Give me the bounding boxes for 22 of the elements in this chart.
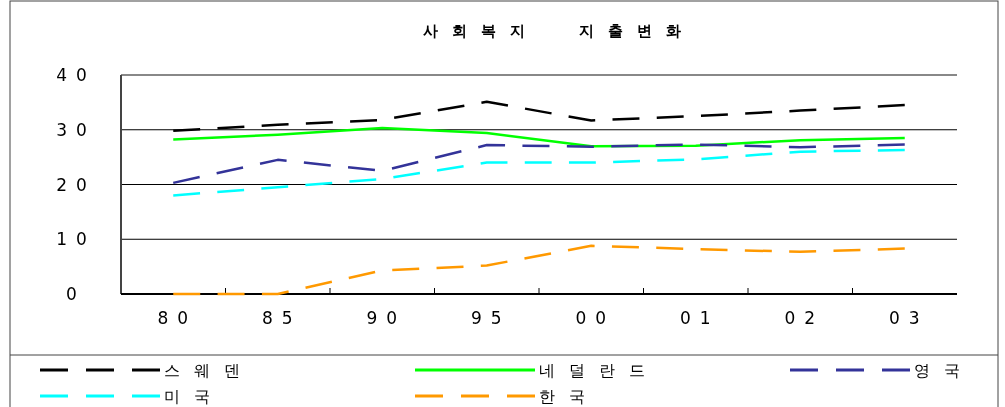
y-tick-label: 0 bbox=[66, 284, 86, 304]
y-tick-label: 40 bbox=[56, 65, 96, 85]
legend-label: 네덜란드 bbox=[539, 361, 659, 380]
line-series bbox=[172, 148, 906, 197]
x-tick-label: 80 bbox=[157, 308, 198, 328]
x-tick-label: 00 bbox=[575, 308, 616, 328]
legend-label: 영국 bbox=[914, 361, 974, 380]
x-tick-label: 03 bbox=[888, 308, 929, 328]
chart-title: 사회복지 지출변화 bbox=[423, 22, 695, 40]
x-tick-label: 95 bbox=[470, 308, 511, 328]
line-series bbox=[172, 244, 906, 296]
x-tick-label: 90 bbox=[366, 308, 407, 328]
x-tick-label: 85 bbox=[261, 308, 302, 328]
legend-label: 미국 bbox=[164, 387, 224, 406]
legend-label: 한국 bbox=[539, 387, 599, 406]
legend-label: 스웨덴 bbox=[164, 361, 254, 380]
y-tick-label: 20 bbox=[56, 174, 96, 195]
x-tick-label: 01 bbox=[679, 308, 720, 328]
y-tick-label: 10 bbox=[56, 229, 96, 250]
line-series bbox=[172, 143, 906, 185]
y-tick-label: 30 bbox=[56, 119, 96, 140]
x-tick-label: 02 bbox=[784, 308, 825, 328]
